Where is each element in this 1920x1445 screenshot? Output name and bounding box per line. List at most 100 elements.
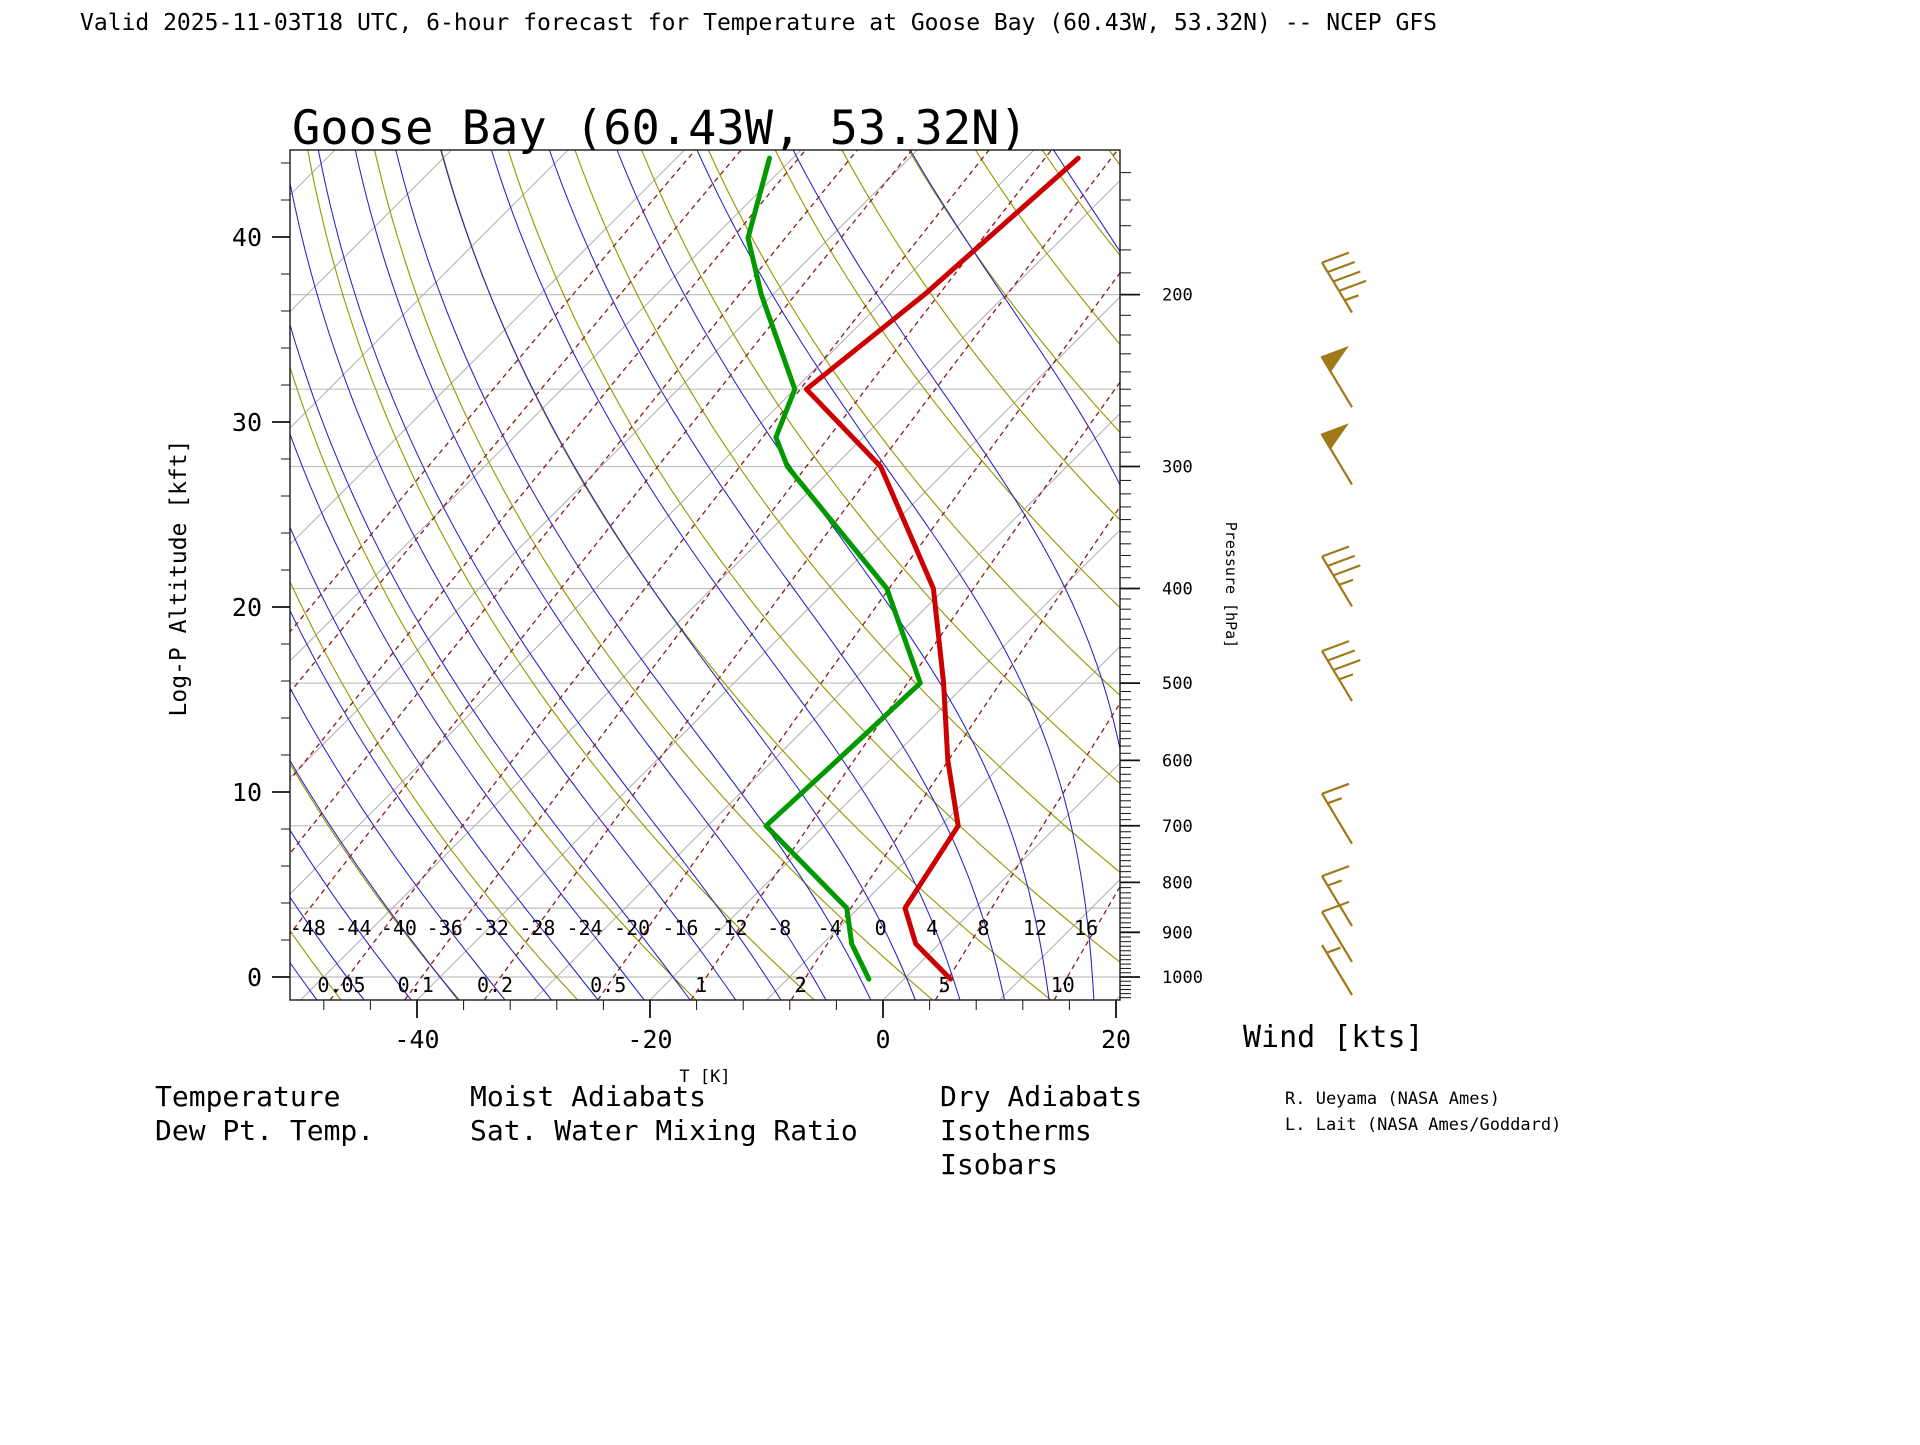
temperature-trace xyxy=(806,158,1078,979)
wind-units-label: Wind [kts] xyxy=(1243,1020,1424,1055)
mixing-ratio-line xyxy=(691,149,1289,1000)
bottom-tick-label: -20 xyxy=(627,1025,672,1054)
dry-adiabat-line xyxy=(842,149,1762,1000)
isotherm-line xyxy=(0,150,452,1000)
credit-line-1: R. Ueyama (NASA Ames) xyxy=(1285,1089,1500,1109)
mixing-ratio-line xyxy=(1054,149,1582,1000)
mixing-ratio-label: 0.05 xyxy=(317,973,365,997)
right-tick-label: 200 xyxy=(1162,286,1193,306)
moist-adiabat-label: -48 xyxy=(290,916,326,940)
mixing-ratio-label: 2 xyxy=(795,973,807,997)
moist-adiabat-line xyxy=(251,146,692,1002)
wind-barb xyxy=(1322,547,1360,607)
moist-adiabat-line xyxy=(283,146,737,1002)
moist-adiabat-label: 16 xyxy=(1074,916,1098,940)
moist-adiabat-label: 12 xyxy=(1023,916,1047,940)
legend-dewpoint: Dew Pt. Temp. xyxy=(155,1114,374,1147)
legend-dry-adiabats: Dry Adiabats xyxy=(940,1080,1142,1113)
dry-adiabat-line xyxy=(1175,149,1920,1000)
legend-moist-adiabats: Moist Adiabats xyxy=(470,1080,706,1113)
moist-adiabat-label: -8 xyxy=(767,916,791,940)
mixing-ratio-line xyxy=(330,149,989,1000)
right-tick-label: 300 xyxy=(1162,458,1193,478)
moist-adiabat-label: -40 xyxy=(381,916,417,940)
moist-adiabat-label: -36 xyxy=(427,916,463,940)
moist-adiabats-layer xyxy=(0,146,1333,1002)
right-tick-label: 700 xyxy=(1162,817,1193,837)
header-title: Valid 2025-11-03T18 UTC, 6-hour forecast… xyxy=(80,10,1437,36)
moist-adiabat-line xyxy=(162,146,554,1002)
left-tick-label: 30 xyxy=(232,408,262,437)
right-tick-label: 1000 xyxy=(1162,968,1203,988)
wind-barbs-layer xyxy=(1322,253,1366,995)
dry-adiabat-line xyxy=(308,149,815,1000)
isotherm-line xyxy=(883,150,1733,1000)
plot-frame xyxy=(290,150,1120,1000)
left-axis-label: Log-P Altitude [kft] xyxy=(166,440,192,717)
wind-barb xyxy=(1322,348,1352,407)
wind-barb xyxy=(1322,426,1352,485)
moist-adiabat-label: 0 xyxy=(875,916,887,940)
wind-barb xyxy=(1322,253,1366,313)
mixing-ratio-label: 10 xyxy=(1051,973,1075,997)
moist-adiabat-line xyxy=(191,146,600,1002)
moist-adiabat-line xyxy=(0,146,272,1002)
mixing-ratio-layer xyxy=(0,149,1683,1000)
moist-adiabat-label: -12 xyxy=(711,916,747,940)
moist-adiabat-label: -24 xyxy=(566,916,602,940)
right-tick-label: 400 xyxy=(1162,579,1193,599)
left-tick-label: 0 xyxy=(247,963,262,992)
mixing-ratio-label: 0.2 xyxy=(477,973,513,997)
mixing-ratio-line xyxy=(0,149,696,1000)
mixing-ratio-label: 0.1 xyxy=(398,973,434,997)
moist-adiabat-label: -4 xyxy=(818,916,842,940)
moist-adiabat-label: -28 xyxy=(519,916,555,940)
moist-adiabat-label: -32 xyxy=(473,916,509,940)
isobars-layer xyxy=(290,295,1120,977)
legend-isotherms: Isotherms xyxy=(940,1114,1092,1147)
dry-adiabat-line xyxy=(374,149,932,1000)
moist-adiabat-label: -20 xyxy=(614,916,650,940)
isotherm-line xyxy=(0,150,685,1000)
wind-barb xyxy=(1322,641,1360,701)
mixing-ratio-label: 0.5 xyxy=(590,973,626,997)
legend-isobars: Isobars xyxy=(940,1148,1058,1181)
isotherm-line xyxy=(534,150,1384,1000)
credit-line-2: L. Lait (NASA Ames/Goddard) xyxy=(1285,1115,1561,1135)
mixing-ratio-label: 1 xyxy=(695,973,707,997)
dry-adiabat-line xyxy=(775,149,1643,1000)
right-tick-label: 600 xyxy=(1162,751,1193,771)
isotherm-line xyxy=(0,150,801,1000)
chart-title: Goose Bay (60.43W, 53.32N) xyxy=(292,101,1028,156)
mixing-ratio-line xyxy=(1182,149,1683,1000)
dry-adiabat-line xyxy=(975,149,1920,1000)
bottom-tick-label: 0 xyxy=(875,1025,890,1054)
isotherm-line xyxy=(1000,150,1850,1000)
legend-temperature: Temperature xyxy=(155,1080,340,1113)
moist-adiabat-label: 4 xyxy=(926,916,938,940)
left-tick-label: 10 xyxy=(232,778,262,807)
moist-adiabat-label: -16 xyxy=(662,916,698,940)
moist-adiabat-label: -44 xyxy=(335,916,371,940)
right-axis-label: Pressure [hPa] xyxy=(1222,522,1240,648)
moist-adiabat-label: 8 xyxy=(977,916,989,940)
dry-adiabat-line xyxy=(508,149,1170,1000)
legend-sat-water-mixing-ratio: Sat. Water Mixing Ratio xyxy=(470,1114,858,1147)
wind-barb xyxy=(1322,866,1352,926)
mixing-ratio-line xyxy=(935,149,1486,1000)
bottom-tick-label: -40 xyxy=(394,1025,439,1054)
mixing-ratio-line xyxy=(405,149,1052,1000)
left-tick-label: 40 xyxy=(232,223,262,252)
moist-adiabat-line xyxy=(395,146,872,1002)
right-tick-label: 800 xyxy=(1162,873,1193,893)
right-tick-label: 900 xyxy=(1162,923,1193,943)
left-tick-label: 20 xyxy=(232,593,262,622)
isotherm-line xyxy=(301,150,1151,1000)
dry-adiabats-layer xyxy=(41,149,1920,1000)
wind-barb xyxy=(1322,784,1352,844)
mixing-ratio-line xyxy=(113,149,806,1000)
dewpoint-trace xyxy=(748,158,920,979)
